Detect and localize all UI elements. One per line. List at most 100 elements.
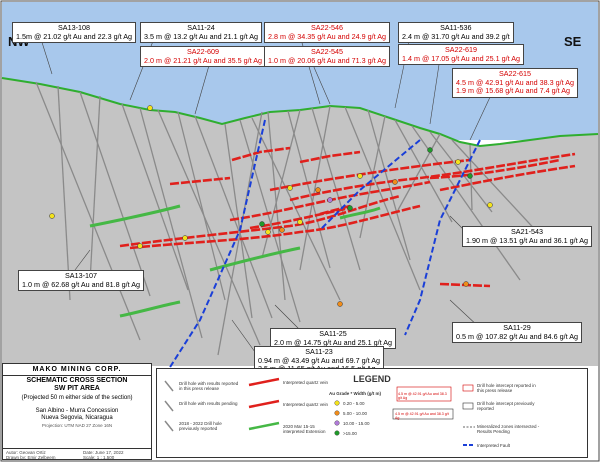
leader-line <box>194 61 211 115</box>
region-name: Nueva Segovia, Nicaragua <box>41 415 113 421</box>
legend-drillhole-symbol <box>164 420 174 432</box>
drillhole-trace <box>299 105 331 271</box>
intercept-marker <box>487 202 493 208</box>
title-block: MAKO MINING CORP. SCHEMATIC CROSS SECTIO… <box>2 363 152 460</box>
legend-drill-pending: Drill hole with results pending <box>179 401 238 406</box>
legend-grade-dot <box>334 430 340 436</box>
green-vein-trace <box>209 246 301 272</box>
legend-symbol <box>462 402 474 410</box>
date-field: Date: June 17, 2022 <box>83 450 124 455</box>
drillhole-trace <box>224 123 253 319</box>
title-block-footer: Autor: Geovan Ortiz Date: June 17, 2022 … <box>3 448 151 461</box>
callout-sa22-609: SA22-609 2.0 m @ 21.21 g/t Au and 35.5 g… <box>140 46 266 68</box>
concession-name: San Albino - Murra Concession <box>35 408 119 414</box>
legend-panel: LEGEND Drill hole with results reported … <box>156 368 588 458</box>
se-direction-label: SE <box>564 34 582 49</box>
vein-trace <box>319 204 351 216</box>
section-title-line-1: SCHEMATIC CROSS SECTION <box>26 377 128 384</box>
intercept-marker <box>297 219 303 225</box>
callout-hole-id: SA11-536 <box>440 23 472 32</box>
drillhole-trace <box>287 110 331 269</box>
callout-sa22-615: SA22-615 4.5 m @ 42.91 g/t Au and 38.3 g… <box>452 68 578 98</box>
intercept-marker <box>392 179 398 185</box>
callout-intercept: 1.4 m @ 17.05 g/t Au and 25.1 g/t Ag <box>402 53 520 63</box>
intercept-marker <box>357 173 363 179</box>
drillhole-trace <box>139 107 203 339</box>
legend-grade-bin: 10.00 - 15.00 <box>343 421 370 426</box>
vein-trace <box>169 176 231 186</box>
intercept-marker <box>49 213 55 219</box>
drillhole-trace <box>451 139 541 236</box>
callout-hole-id: SA22-545 <box>311 47 343 56</box>
legend-grade-dot <box>334 400 340 406</box>
vein-trace <box>269 158 471 192</box>
intercept-marker <box>463 281 469 287</box>
scale-field: Scale: 1 : 1,500 <box>83 455 115 460</box>
drillhole-trace <box>79 91 151 297</box>
callout-sa13-107: SA13-107 1.0 m @ 62.68 g/t Au and 81.8 g… <box>18 270 144 292</box>
intercept-marker <box>259 221 265 227</box>
legend-intercept-example-2: 4.5 m @ 42.91 g/t Au and 38.3 g/t Ag <box>395 412 449 421</box>
location-block: San Albino - Murra Concession Nueva Sego… <box>3 408 151 430</box>
callout-sa11-29: SA11-29 0.5 m @ 107.82 g/t Au and 84.6 g… <box>452 322 582 344</box>
drillhole-trace <box>121 103 189 291</box>
vein-trace <box>119 194 401 248</box>
legend-red-vein-symbol <box>248 377 280 387</box>
leader-line <box>274 304 301 331</box>
callout-hole-id: SA13-108 <box>58 23 90 32</box>
callout-intercept: 2.0 m @ 14.75 g/t Au and 25.1 g/t Ag <box>274 337 392 347</box>
callout-hole-id: SA22-619 <box>445 45 477 54</box>
vein-trace <box>289 152 576 202</box>
legend-grade-dot <box>334 420 340 426</box>
legend-grade-header: Au Grade * Width (g/t m) <box>329 391 381 396</box>
legend-title: LEGEND <box>353 374 391 384</box>
legend-drill-reported: Drill hole with results reported in this… <box>179 381 239 391</box>
callout-hole-id: SA11-24 <box>187 23 215 32</box>
callout-sa22-545: SA22-545 1.0 m @ 20.06 g/t Au and 71.3 g… <box>264 46 390 68</box>
callout-intercept: 1.5m @ 21.02 g/t Au and 22.3 g/t Ag <box>16 31 132 41</box>
callout-intercept: 2.8 m @ 34.35 g/t Au and 24.9 g/t Ag <box>268 31 386 41</box>
callout-sa22-546: SA22-546 2.8 m @ 34.35 g/t Au and 24.9 g… <box>264 22 390 44</box>
legend-intercept-box <box>392 408 454 420</box>
section-title-line-2: SW PIT AREA <box>54 385 100 392</box>
legend-symbol <box>462 384 474 392</box>
extension-veins-green <box>89 204 381 318</box>
company-name: MAKO MINING CORP. <box>3 364 151 376</box>
callout-sa11-536: SA11-536 2.4 m @ 31.70 g/t Au and 39.2 g… <box>398 22 514 44</box>
callout-hole-id: SA13-107 <box>65 271 97 280</box>
legend-grade-bin: >15.00 <box>343 431 357 436</box>
drillhole-trace <box>35 81 141 341</box>
intercept-marker <box>137 243 143 249</box>
vein-trace <box>429 158 561 180</box>
callout-intercept: 3.5 m @ 13.2 g/t Au and 21.1 g/t Ag <box>144 31 258 41</box>
intercept-marker <box>347 205 353 211</box>
legend-red-vein-symbol <box>248 399 280 409</box>
drillhole-trace <box>194 115 273 319</box>
callout-intercept: 2.4 m @ 31.70 g/t Au and 39.2 g/t <box>402 31 510 41</box>
vein-trace <box>231 146 291 162</box>
legend-green-extension: 2020 Mar 15-15 interpreted Extension <box>283 424 326 434</box>
callout-hole-id: SA21-543 <box>511 227 543 236</box>
drawn-field: Drawn by: Emir Zelbeem <box>6 455 56 460</box>
legend-interpreted-fault: Interpreted Fault <box>477 443 511 448</box>
legend-intercept-box <box>396 386 452 402</box>
drillholes <box>35 81 541 356</box>
green-vein-trace <box>89 204 181 228</box>
legend-symbols <box>164 377 475 446</box>
legend-interpreted-vein: Interpreted quartz vein <box>283 380 329 385</box>
fault-trace <box>404 139 481 336</box>
intercept-marker <box>327 197 333 203</box>
callout-hole-id: SA11-29 <box>503 323 531 332</box>
intercept-marker <box>287 185 293 191</box>
legend-green-vein-symbol <box>248 421 280 431</box>
legend-grade-dot <box>334 410 340 416</box>
legend-intercept-example: 4.5 m @ 42.91 g/t Au and 38.3 g/t Ag <box>398 392 447 401</box>
author-field: Autor: Geovan Ortiz <box>6 450 46 455</box>
callout-sa11-24: SA11-24 3.5 m @ 13.2 g/t Au and 21.1 g/t… <box>140 22 262 44</box>
intercept-marker <box>467 173 473 179</box>
legend-mineralized-zones: Mineralized zones intersected - Results … <box>477 424 540 434</box>
callout-intercept: 1.0 m @ 62.68 g/t Au and 81.8 g/t Ag <box>22 279 140 289</box>
fault-trace <box>164 119 266 376</box>
